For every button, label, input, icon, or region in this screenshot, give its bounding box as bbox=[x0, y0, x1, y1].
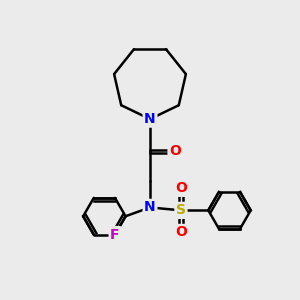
Text: N: N bbox=[144, 112, 156, 126]
Text: N: N bbox=[144, 200, 156, 214]
Text: F: F bbox=[110, 228, 120, 242]
Text: O: O bbox=[169, 145, 181, 158]
Text: O: O bbox=[175, 225, 187, 239]
Text: O: O bbox=[175, 181, 187, 195]
Text: S: S bbox=[176, 203, 186, 218]
